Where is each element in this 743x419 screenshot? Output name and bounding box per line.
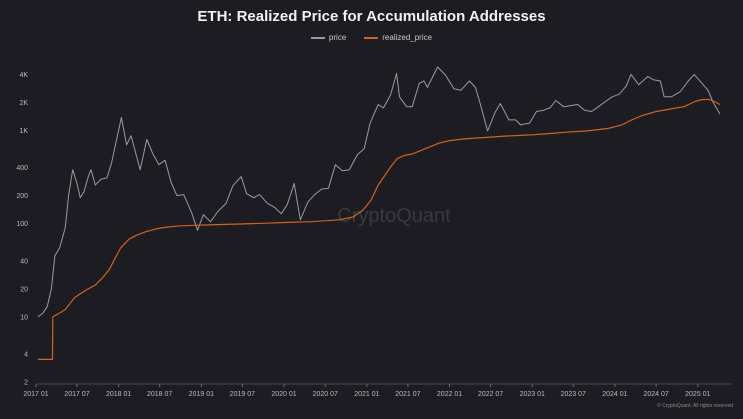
x-tick-label: 2018 01 (106, 391, 131, 398)
x-tick-label: 2020 01 (271, 391, 296, 398)
x-tick-label: 2023 07 (561, 391, 586, 398)
x-tick-label: 2017 07 (64, 391, 89, 398)
x-tick-label: 2023 01 (520, 391, 545, 398)
x-tick-label: 2018 07 (147, 391, 172, 398)
x-tick-label: 2022 07 (478, 391, 503, 398)
chart-title: ETH: Realized Price for Accumulation Add… (197, 8, 546, 25)
watermark: CryptoQuant (337, 205, 451, 227)
y-tick-label: 1K (19, 128, 28, 135)
x-tick-label: 2025 01 (685, 391, 710, 398)
chart-legend: price realized_price (0, 33, 743, 42)
legend-label-price: price (328, 33, 347, 42)
y-tick-label: 4 (24, 351, 28, 358)
y-tick-label: 2K (19, 100, 28, 107)
watermark-text: CryptoQuant (337, 205, 451, 227)
x-tick-label: 2019 01 (189, 391, 214, 398)
y-tick-label: 200 (16, 193, 28, 200)
legend-item-realized-price[interactable]: realized_price (364, 33, 432, 42)
y-tick-label: 4K (19, 72, 28, 79)
y-tick-label: 400 (16, 165, 28, 172)
series-line-price (37, 66, 721, 318)
x-tick-label: 2024 01 (602, 391, 627, 398)
series-group (37, 66, 721, 360)
x-tick-label: 2021 07 (395, 391, 420, 398)
x-tick-label: 2017 01 (23, 391, 48, 398)
x-axis: 2017 01 2017 07 2018 01 2018 07 2019 01 2019 … (23, 383, 732, 398)
series-line-realized-price (38, 98, 721, 360)
copyright-credit: © CryptoQuant. All rights reserved (657, 403, 733, 409)
legend-item-price[interactable]: price (310, 33, 347, 42)
x-tick-label: 2021 01 (354, 391, 379, 398)
y-tick-label: 2 (24, 380, 28, 387)
x-tick-label: 2020 07 (313, 391, 338, 398)
x-tick-label: 2022 01 (437, 391, 462, 398)
x-tick-label: 2019 07 (230, 391, 255, 398)
legend-swatch-realized-price (364, 36, 379, 39)
y-tick-label: 20 (20, 286, 28, 293)
legend-label-realized-price: realized_price (382, 33, 433, 42)
y-tick-label: 40 (20, 258, 28, 265)
y-tick-label: 10 (20, 314, 28, 321)
y-axis: 4K 2K 1K 400 200 100 40 20 10 4 2 (16, 72, 28, 387)
y-tick-label: 100 (16, 221, 28, 228)
x-tick-label: 2024 07 (643, 391, 668, 398)
legend-swatch-price (310, 36, 325, 39)
